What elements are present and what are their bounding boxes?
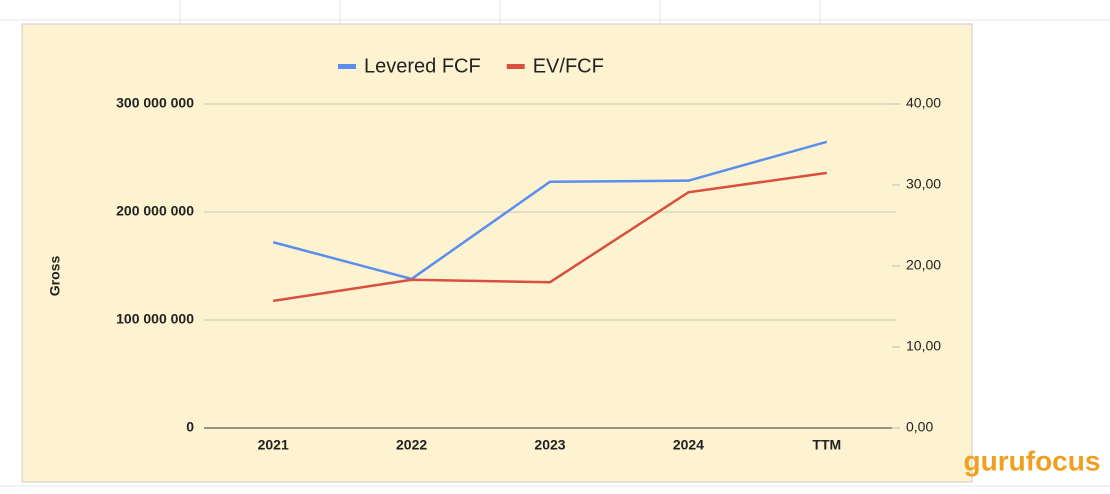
chart-area [21, 23, 973, 483]
y2-tick-label: 30,00 [906, 176, 941, 192]
y-axis-title: Gross [47, 256, 63, 297]
legend-label: EV/FCF [533, 55, 604, 77]
legend-swatch [506, 64, 525, 69]
x-tick-label: TTM [812, 437, 841, 453]
x-tick-label: 2021 [258, 437, 289, 453]
y-tick-label: 100 000 000 [116, 311, 194, 327]
y2-tick-label: 20,00 [906, 257, 941, 273]
legend-label: Levered FCF [364, 55, 481, 77]
legend-swatch [338, 64, 356, 69]
x-tick-label: 2024 [673, 437, 704, 453]
y2-tick-label: 40,00 [906, 95, 941, 111]
y-tick-label: 0 [186, 419, 194, 435]
series-line [272, 140, 828, 281]
x-tick-label: 2023 [534, 437, 565, 453]
y2-tick-label: 10,00 [906, 338, 941, 354]
y2-tick-label: 0,00 [906, 419, 933, 435]
y-tick-label: 200 000 000 [116, 203, 194, 219]
y-tick-label: 300 000 000 [116, 95, 194, 111]
watermark: gurufocus [964, 445, 1101, 476]
x-tick-label: 2022 [396, 437, 427, 453]
series-line [273, 171, 827, 303]
